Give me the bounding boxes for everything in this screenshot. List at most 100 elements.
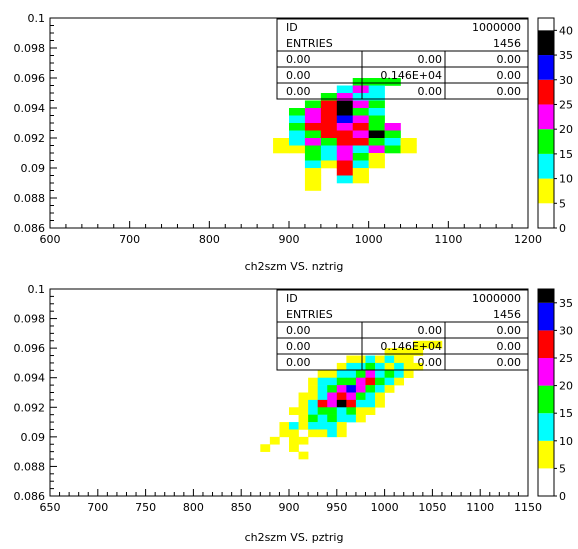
- heatmap-cell: [298, 399, 309, 408]
- heatmap-cell: [384, 348, 395, 356]
- heatmap-cell: [365, 377, 376, 386]
- heatmap-cell: [289, 436, 299, 445]
- heatmap-cell: [317, 377, 328, 386]
- heatmap-cell: [289, 115, 306, 124]
- heatmap-cell: [336, 407, 347, 415]
- heatmap-cell: [394, 348, 405, 356]
- heatmap-cell: [384, 138, 401, 146]
- heatmap-cell: [413, 362, 424, 371]
- colorbar-segment: [538, 440, 554, 469]
- heatmap-cell: [346, 392, 357, 401]
- y-tick-label: 0.092: [14, 132, 46, 145]
- heatmap-cell: [375, 385, 385, 393]
- x-tick-label: 1100: [434, 233, 462, 246]
- heatmap-cell: [384, 145, 401, 154]
- heatmap-cell: [336, 429, 347, 438]
- heatmap-cell: [317, 407, 328, 415]
- heatmap-cell: [365, 370, 376, 379]
- heatmap-cell: [352, 153, 369, 161]
- x-axis-label: ch2szm VS. pztrig: [245, 531, 344, 544]
- stats-grid-cell: 0.00: [286, 53, 311, 66]
- heatmap-cell: [336, 138, 354, 146]
- colorbar: 0 5 10 15 20 25 30 35: [537, 288, 573, 503]
- stats-grid-cell: 0.146E+04: [380, 69, 442, 82]
- heatmap-cell: [308, 385, 318, 393]
- heatmap-cell: [336, 414, 347, 423]
- heatmap-cell: [308, 429, 318, 438]
- heatmap-cell: [304, 175, 322, 184]
- stats-grid-cell: 0.00: [286, 340, 311, 353]
- heatmap-cell: [375, 362, 385, 371]
- heatmap-cell: [346, 370, 357, 379]
- heatmap-cell: [422, 340, 433, 349]
- stats-grid-cell: 0.00: [418, 324, 443, 337]
- heatmap-cell: [289, 138, 306, 146]
- stats-grid-cell: 0.00: [286, 356, 311, 369]
- heatmap-cell: [273, 138, 290, 146]
- heatmap-cell: [260, 444, 271, 452]
- heatmap-cell: [384, 123, 401, 131]
- stats-grid-cell: 0.00: [497, 69, 522, 82]
- heatmap-cell: [289, 123, 306, 131]
- heatmap-cell: [368, 123, 385, 131]
- heatmap-cell: [368, 153, 385, 161]
- heatmap-cell: [304, 168, 322, 176]
- heatmap-cell: [308, 422, 318, 430]
- stats-grid-cell: 0.00: [286, 85, 311, 98]
- stats-grid-cell: 0.00: [286, 324, 311, 337]
- x-tick-label: 700: [119, 233, 140, 246]
- colorbar-segment: [538, 55, 554, 80]
- heatmap-cell: [355, 355, 366, 364]
- colorbar-tick-label: 10: [559, 173, 573, 186]
- heatmap-cell: [336, 145, 354, 154]
- heatmap-cell: [352, 138, 369, 146]
- colorbar-frame: [537, 17, 555, 229]
- x-tick-label: 1000: [371, 501, 399, 514]
- stats-entries-value: 1456: [493, 308, 521, 321]
- heatmap-cell: [355, 392, 366, 401]
- heatmap-cell: [394, 362, 405, 371]
- stats-id-value: 1000000: [472, 21, 521, 34]
- colorbar-segment: [538, 178, 554, 204]
- stats-id-value: 1000000: [472, 292, 521, 305]
- heatmap-cell: [327, 429, 338, 438]
- heatmap-cell: [336, 175, 354, 184]
- heatmap-cell: [368, 160, 385, 169]
- heatmap-cell: [336, 93, 354, 101]
- heatmap-cell: [384, 385, 395, 393]
- x-tick-label: 800: [183, 501, 204, 514]
- colorbar-segment: [538, 358, 554, 386]
- y-tick-label: 0.096: [14, 72, 46, 85]
- heatmap-cell: [352, 78, 369, 86]
- heatmap-cell: [400, 138, 417, 146]
- heatmap-cell: [365, 355, 376, 364]
- heatmap-cell: [327, 385, 338, 393]
- heatmap-cell: [317, 422, 328, 430]
- y-tick-label: 0.1: [28, 283, 46, 296]
- heatmap-cell: [304, 138, 322, 146]
- heatmap-cell: [327, 399, 338, 408]
- heatmap-cell: [336, 168, 354, 176]
- heatmap-cell: [413, 340, 424, 349]
- heatmap-cell: [355, 399, 366, 408]
- heatmap-cell: [336, 153, 354, 161]
- heatmap-cell: [327, 407, 338, 415]
- heatmap-cell: [394, 370, 405, 379]
- heatmap-cell: [336, 115, 354, 124]
- heatmap-cell: [317, 429, 328, 438]
- heatmap-cell: [394, 355, 405, 364]
- x-tick-label: 650: [40, 501, 61, 514]
- colorbar-tick-label: 25: [559, 352, 573, 365]
- heatmap-cell: [346, 377, 357, 386]
- stats-id-label: ID: [286, 21, 298, 34]
- heatmap-cell: [403, 362, 414, 371]
- heatmap-cell: [304, 100, 322, 109]
- stats-entries-value: 1456: [493, 37, 521, 50]
- heatmap-cell: [346, 414, 357, 423]
- heatmap-cell: [317, 399, 328, 408]
- colorbar-segment: [538, 385, 554, 414]
- heatmap-cell: [352, 123, 369, 131]
- heatmap-cell: [308, 392, 318, 401]
- heatmap-cell: [289, 145, 306, 154]
